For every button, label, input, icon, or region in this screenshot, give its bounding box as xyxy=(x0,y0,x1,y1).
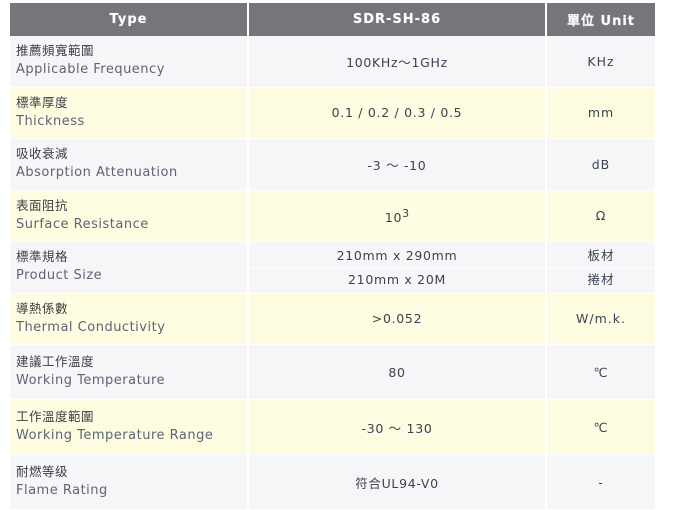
spec-name-en: Surface Resistance xyxy=(16,216,149,232)
spec-name-cn: 表面阻抗 xyxy=(16,197,69,213)
spec-name-en: Product Size xyxy=(16,268,103,284)
table-row: 推薦頻寬範圍 Applicable Frequency 100KHz～1GHz … xyxy=(10,36,655,88)
spec-name-en: Working Temperature Range xyxy=(16,428,214,444)
spec-value-cell: -3 ～ -10 xyxy=(248,138,547,191)
spec-unit-cell: KHz xyxy=(546,36,655,88)
spec-value-sub-top: 210mm x 290mm xyxy=(249,244,545,268)
spec-name-cell: 吸收衰減 Absorption Attenuation xyxy=(10,138,249,191)
spec-unit-cell: dB xyxy=(546,138,655,191)
specification-table-container: Type SDR-SH-86 單位 Unit 推薦頻寬範圍 Applicable… xyxy=(10,3,655,510)
column-header-type: Type xyxy=(10,3,249,36)
spec-name-cn: 標準厚度 xyxy=(16,94,69,110)
spec-value-cell: 0.1 / 0.2 / 0.3 / 0.5 xyxy=(248,87,547,140)
spec-name-en: Thickness xyxy=(16,113,85,129)
spec-name-cell: 工作溫度範圍 Working Temperature Range xyxy=(10,399,249,456)
spec-name-cell: 耐燃等级 Flame Rating xyxy=(10,454,249,510)
spec-name-en: Applicable Frequency xyxy=(16,62,165,78)
table-row: 耐燃等级 Flame Rating 符合UL94-V0 - xyxy=(10,454,655,510)
table-row: 標準厚度 Thickness 0.1 / 0.2 / 0.3 / 0.5 mm xyxy=(10,87,655,140)
spec-name-cell: 導熱係數 Thermal Conductivity xyxy=(10,293,249,346)
specification-table: Type SDR-SH-86 單位 Unit 推薦頻寬範圍 Applicable… xyxy=(10,3,655,510)
spec-unit-sub-bottom: 捲材 xyxy=(587,271,615,287)
spec-unit-cell: 板材 捲材 xyxy=(546,241,655,294)
spec-unit-sub-top: 板材 xyxy=(547,244,655,268)
spec-value-sub-bottom: 210mm x 20M xyxy=(348,271,446,287)
spec-value-cell: 100KHz～1GHz xyxy=(248,36,547,88)
spec-name-cn: 導熱係數 xyxy=(16,300,69,316)
spec-unit-cell: ℃ xyxy=(546,344,655,401)
spec-name-en: Working Temperature xyxy=(16,373,166,389)
spec-name-cell: 表面阻抗 Surface Resistance xyxy=(10,190,249,243)
spec-name-cn: 標準規格 xyxy=(16,249,69,265)
spec-unit-cell: mm xyxy=(546,87,655,140)
spec-name-cell: 推薦頻寬範圍 Applicable Frequency xyxy=(10,36,249,88)
spec-name-cn: 吸收衰減 xyxy=(16,146,69,162)
spec-unit-cell: W/m.k. xyxy=(546,293,655,346)
spec-name-cn: 耐燃等级 xyxy=(16,463,69,479)
table-row: 工作溫度範圍 Working Temperature Range -30 ～ 1… xyxy=(10,399,655,456)
spec-value-cell: >0.052 xyxy=(248,293,547,346)
column-header-model: SDR-SH-86 xyxy=(248,3,547,36)
spec-name-cell: 建議工作溫度 Working Temperature xyxy=(10,344,249,401)
spec-name-cell: 標準厚度 Thickness xyxy=(10,87,249,140)
table-row: 建議工作溫度 Working Temperature 80 ℃ xyxy=(10,344,655,401)
table-header: Type SDR-SH-86 單位 Unit xyxy=(10,3,655,36)
spec-unit-cell: ℃ xyxy=(546,399,655,456)
spec-name-cn: 推薦頻寬範圍 xyxy=(16,43,95,58)
table-body: 推薦頻寬範圍 Applicable Frequency 100KHz～1GHz … xyxy=(10,36,655,510)
spec-value-cell: -30 ～ 130 xyxy=(248,399,547,456)
table-row: 導熱係數 Thermal Conductivity >0.052 W/m.k. xyxy=(10,293,655,346)
spec-name-cn: 建議工作溫度 xyxy=(16,353,95,369)
table-header-row: Type SDR-SH-86 單位 Unit xyxy=(10,3,655,36)
spec-value-cell: 210mm x 290mm 210mm x 20M xyxy=(248,241,547,294)
column-header-unit: 單位 Unit xyxy=(546,3,655,36)
resistance-base: 10 xyxy=(384,209,403,225)
spec-value-cell: 符合UL94-V0 xyxy=(248,454,547,510)
resistance-exponent: 3 xyxy=(402,206,410,220)
spec-value-cell: 80 xyxy=(248,344,547,401)
spec-name-cell: 標準規格 Product Size xyxy=(10,241,249,294)
spec-unit-cell: - xyxy=(546,454,655,510)
spec-name-en: Thermal Conductivity xyxy=(16,319,166,335)
spec-name-cn: 工作溫度範圍 xyxy=(16,408,95,424)
table-row: 標準規格 Product Size 210mm x 290mm 210mm x … xyxy=(10,241,655,294)
table-row: 表面阻抗 Surface Resistance 103 Ω xyxy=(10,190,655,243)
spec-value-cell: 103 xyxy=(248,190,547,243)
spec-unit-cell: Ω xyxy=(546,190,655,243)
spec-name-en: Absorption Attenuation xyxy=(16,165,178,181)
table-row: 吸收衰減 Absorption Attenuation -3 ～ -10 dB xyxy=(10,138,655,191)
spec-name-en: Flame Rating xyxy=(16,483,108,499)
